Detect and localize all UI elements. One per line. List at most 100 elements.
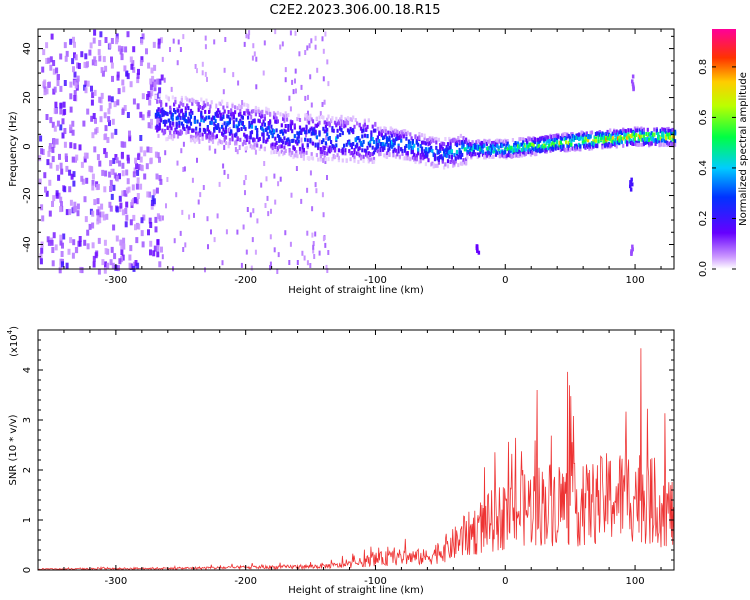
- spectrogram-cell: [398, 131, 401, 136]
- spectrogram-cell: [84, 80, 88, 87]
- spectrogram-cell: [516, 147, 520, 152]
- spectrogram-cell: [345, 118, 348, 123]
- spectrogram-cell: [121, 109, 125, 115]
- spectrogram-cell: [318, 132, 321, 137]
- spectrogram-cell: [321, 115, 324, 119]
- spectrogram-cell: [271, 133, 274, 138]
- spectrogram-cell: [204, 103, 207, 108]
- spectrogram-cell: [358, 146, 361, 151]
- spectrogram-cell: [98, 55, 102, 62]
- spectrogram-cell: [633, 126, 636, 131]
- spectrogram-cell: [544, 143, 547, 148]
- spectrogram-cell: [227, 142, 230, 147]
- spectrogram-cell: [126, 178, 130, 185]
- spectrogram-cell: [113, 101, 117, 108]
- spectrogram-cell: [367, 141, 370, 146]
- spectrogram-cell: [502, 139, 505, 144]
- spectrogram-cell: [550, 135, 553, 139]
- spectrogram-cell: [64, 55, 68, 62]
- spectrogram-cell: [158, 114, 161, 119]
- spectrogram-cell: [110, 62, 114, 69]
- spectrogram-cell: [365, 149, 368, 154]
- spectrogram-cell: [257, 138, 260, 143]
- spectrogram-cell: [68, 169, 72, 176]
- spectrogram-cell: [450, 138, 453, 143]
- spectrogram-cell: [173, 130, 176, 135]
- spectrogram-cell: [187, 106, 190, 111]
- spectrogram-cell: [272, 129, 276, 134]
- spectrogram-cell: [210, 120, 213, 125]
- spectrogram-cell: [159, 37, 163, 44]
- spectrogram-cell: [158, 215, 162, 222]
- spectrogram-cell: [243, 125, 246, 130]
- spectrogram-cell: [262, 70, 265, 76]
- spectrogram-cell: [184, 242, 187, 248]
- spectrogram-cell: [104, 261, 107, 268]
- spectrogram-cell: [137, 152, 141, 159]
- spectrogram-cell: [552, 134, 555, 139]
- spectrogram-cell: [182, 123, 185, 128]
- spectrogram-cell: [256, 218, 259, 224]
- spectrogram-cell: [240, 105, 243, 109]
- spectrogram-cell: [116, 99, 120, 106]
- spectrogram-cell: [71, 156, 75, 163]
- spectrogram-cell: [340, 123, 343, 128]
- spectrogram-cell: [619, 130, 622, 135]
- spectrogram-cell: [253, 137, 256, 142]
- spectrogram-cell: [597, 139, 600, 144]
- spectrogram-cell: [292, 89, 295, 95]
- spectrogram-cell: [461, 161, 464, 166]
- spectrogram-cell: [379, 152, 382, 156]
- spectrogram-cell: [657, 131, 660, 136]
- spectrogram-cell: [489, 143, 492, 148]
- spectrogram-cell: [39, 258, 43, 265]
- spectrogram-cell: [394, 148, 398, 153]
- spectrogram-cell: [297, 131, 300, 136]
- spectrogram-cell: [478, 145, 481, 150]
- spectrogram-cell: [318, 130, 321, 135]
- spectrogram-cell: [506, 139, 509, 143]
- spectrogram-cell: [424, 162, 427, 167]
- spectrogram-cell: [581, 133, 584, 138]
- spectrogram-cell: [664, 139, 668, 144]
- spectrogram-cell: [633, 133, 636, 138]
- spectrogram-cell: [391, 144, 394, 149]
- spectrogram-cell: [470, 146, 473, 150]
- spectrogram-cell: [183, 115, 186, 119]
- spectrogram-cell: [304, 130, 307, 135]
- spectrogram-cell: [619, 137, 622, 142]
- spectrogram-cell: [446, 147, 450, 152]
- spectrogram-cell: [439, 155, 442, 160]
- spectrogram-cell: [83, 239, 87, 246]
- spectrogram-cell: [211, 133, 215, 137]
- spectrogram-cell: [122, 86, 126, 93]
- spectrogram-cell: [357, 151, 360, 156]
- spectrogram-cell: [279, 44, 282, 50]
- spectrogram-cell: [41, 215, 45, 222]
- spectrogram-cell: [417, 136, 420, 141]
- spectrogram-cell: [319, 157, 322, 162]
- spectrogram-cell: [423, 136, 426, 141]
- spectrogram-cell: [402, 129, 405, 134]
- spectrogram-cell: [165, 102, 168, 107]
- spectrogram-cell: [124, 221, 128, 228]
- spectrogram-cell: [142, 214, 146, 221]
- spectrogram-cell: [341, 131, 344, 136]
- spectrogram-cell: [284, 111, 287, 116]
- spectrogram-cell: [260, 114, 263, 119]
- spectrogram-cell: [228, 141, 231, 145]
- spectrogram-cell: [426, 138, 429, 143]
- spectrogram-cell: [459, 150, 462, 155]
- spectrogram-cell: [375, 138, 378, 143]
- spectrogram-cell: [208, 139, 211, 143]
- spectrogram-cell: [126, 157, 130, 164]
- spectrogram-cell: [139, 60, 143, 66]
- spectrogram-cell: [161, 56, 164, 62]
- spectrogram-cell: [83, 156, 87, 163]
- spectrogram-cell: [545, 147, 548, 152]
- spectrogram-cell: [396, 152, 399, 157]
- spectrogram-cell: [234, 147, 237, 152]
- spectrogram-cell: [476, 152, 479, 157]
- spectrogram-cell: [455, 140, 459, 145]
- spectrogram-cell: [134, 224, 137, 231]
